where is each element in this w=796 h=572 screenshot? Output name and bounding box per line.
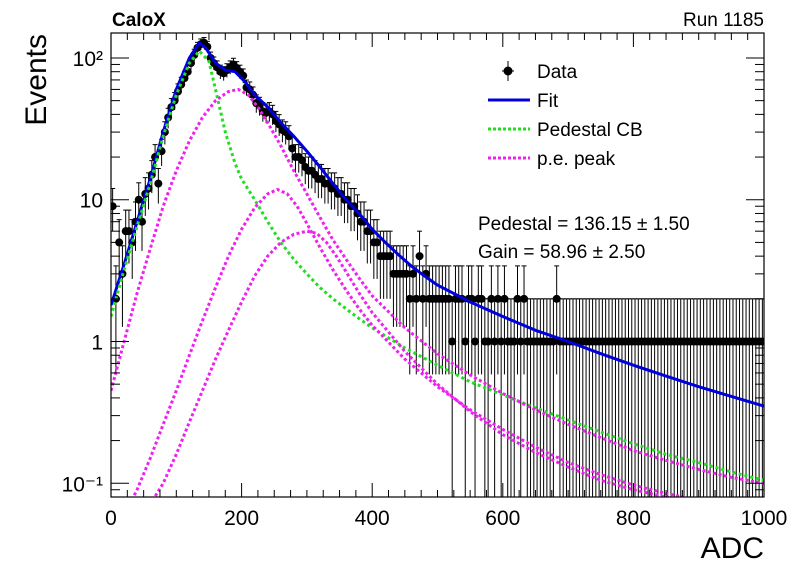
y-axis-label: Events	[20, 34, 53, 126]
data-point	[448, 337, 457, 346]
data-point	[373, 238, 382, 247]
y-tick-label: 10²	[73, 48, 103, 71]
data-point	[298, 156, 307, 165]
legend: Data Fit Pedestal CB p.e. peak	[488, 61, 643, 170]
data-point	[510, 337, 519, 346]
annotation-pedestal: Pedestal = 136.15 ± 1.50	[478, 214, 690, 235]
legend-label-pedestal-cb: Pedestal CB	[537, 120, 643, 141]
data-point	[493, 294, 502, 303]
series-line-fit	[111, 41, 764, 408]
plot-frame	[110, 32, 765, 498]
x-tick-label: 400	[355, 507, 390, 530]
data-point	[154, 179, 163, 188]
x-tick-label: 0	[105, 507, 117, 530]
data-point	[552, 294, 561, 303]
x-tick-label: 1000	[741, 507, 788, 530]
data-point	[513, 294, 522, 303]
data-point	[497, 337, 506, 346]
data-point	[484, 337, 493, 346]
experiment-label: CaloX	[112, 10, 166, 31]
x-tick-label: 200	[224, 507, 259, 530]
x-tick-label: 800	[616, 507, 651, 530]
y-tick-label: 1	[91, 331, 103, 354]
data-point	[288, 144, 297, 153]
legend-label-fit: Fit	[537, 91, 559, 112]
data-point	[461, 337, 470, 346]
series-line-pedestal-cb	[111, 49, 764, 482]
data-point	[138, 217, 147, 226]
series-line-p-e-peak-3	[152, 229, 674, 497]
data-point	[444, 294, 453, 303]
x-tick-label: 600	[485, 507, 520, 530]
legend-label-data: Data	[537, 62, 578, 83]
data-point	[490, 337, 499, 346]
series-line-p-e-peak-1	[111, 87, 764, 485]
data-point	[418, 294, 427, 303]
y-tick-label: 10	[80, 190, 103, 213]
data-point	[487, 294, 496, 303]
data-point	[124, 227, 133, 236]
legend-label-p-e-peak: p.e. peak	[537, 149, 616, 170]
y-tick-label: 10⁻¹	[62, 473, 103, 496]
data-point	[477, 294, 486, 303]
run-label: Run 1185	[683, 10, 764, 31]
data-point	[405, 294, 414, 303]
data-point	[402, 269, 411, 278]
data-point	[471, 337, 480, 346]
legend-marker-data	[503, 66, 513, 76]
data-point	[520, 294, 529, 303]
annotation-gain: Gain = 58.96 ± 2.50	[478, 242, 645, 263]
data-point	[386, 252, 395, 261]
data-point	[409, 269, 418, 278]
data-point	[549, 337, 558, 346]
data-point	[500, 294, 509, 303]
data-point	[415, 252, 424, 261]
data-points	[111, 37, 764, 497]
data-point	[516, 337, 525, 346]
data-point	[412, 294, 421, 303]
x-axis-label: ADC	[701, 532, 764, 565]
